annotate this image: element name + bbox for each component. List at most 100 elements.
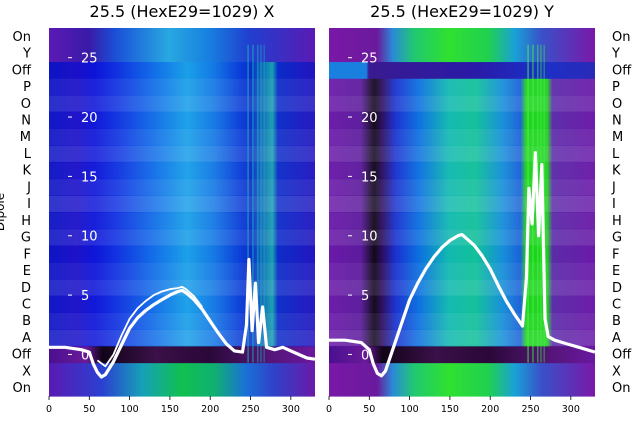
row-label-left: D: [21, 281, 31, 296]
row-label-left: L: [24, 147, 32, 162]
row-label-left: A: [22, 331, 31, 346]
row-label-left: H: [21, 214, 31, 229]
y-axis-label: Dipole: [0, 193, 7, 231]
heatmap-streak: [247, 44, 249, 363]
heatmap-streak: [256, 44, 259, 363]
heatmap-streak: [260, 44, 262, 363]
row-label-right: M: [612, 130, 623, 145]
overlay-tick-label: 15: [361, 170, 378, 185]
row-label-left: Y: [22, 47, 31, 62]
row-label-right: E: [612, 264, 620, 279]
heatmap-streak: [263, 44, 266, 363]
row-label-right: G: [612, 231, 622, 246]
heatmap-row-h-10: [49, 212, 315, 230]
heatmap-row-on-0: [329, 379, 595, 397]
row-label-right: O: [612, 97, 622, 112]
x-tick-label: 100: [401, 404, 419, 415]
row-label-right: L: [612, 147, 620, 162]
heatmap-row-h-10: [329, 212, 595, 230]
overlay-tick-label: 5: [361, 289, 369, 304]
chart-title-1: 25.5 (HexE29=1029) X: [90, 2, 275, 21]
row-label-left: B: [22, 314, 31, 329]
row-label-right: Off: [612, 63, 632, 78]
heatmap-row-a-3: [49, 329, 315, 347]
row-label-right: P: [612, 80, 620, 95]
row-label-right: H: [612, 214, 622, 229]
row-label-left: M: [20, 130, 31, 145]
row-label-right: F: [612, 247, 619, 262]
chart-title-2: 25.5 (HexE29=1029) Y: [370, 2, 554, 21]
heatmap-row-on-21: [49, 28, 315, 46]
x-tick-label: 300: [282, 404, 300, 415]
heatmap-row-l-14: [49, 145, 315, 163]
overlay-line-1: [49, 257, 316, 379]
heatmap-panel-2: 0 5 10 15 20 25: [329, 28, 596, 397]
row-label-left: I: [27, 197, 31, 212]
row-label-left: O: [21, 97, 31, 112]
heatmap-row-p-18: [49, 78, 315, 96]
row-label-left: E: [23, 264, 31, 279]
heatmap-row-l-14: [329, 145, 595, 163]
overlay-tick-label: 5: [81, 289, 89, 304]
row-label-left: J: [26, 180, 31, 195]
heatmap-row-a-3: [329, 329, 595, 347]
x-tick-label: 250: [521, 404, 539, 415]
heatmap-row-e-7: [329, 262, 595, 280]
heatmap-row-i-11: [49, 195, 315, 213]
overlay-tick-label: 25: [361, 52, 378, 67]
heatmap-row-b-4: [329, 312, 595, 330]
overlay-tick-label: 15: [81, 170, 98, 185]
row-label-right: Y: [611, 47, 620, 62]
row-label-right: K: [612, 164, 621, 179]
overlay-tick-label: 25: [81, 52, 98, 67]
row-label-right: B: [612, 314, 621, 329]
row-label-left: On: [13, 30, 31, 45]
x-tick-label: 200: [201, 404, 219, 415]
x-tick-label: 50: [83, 404, 95, 415]
overlay-tick-label: 0: [361, 348, 369, 363]
heatmap-streak: [543, 44, 546, 363]
row-label-right: A: [612, 331, 621, 346]
x-tick-label: 0: [326, 404, 332, 415]
row-label-right: On: [612, 30, 630, 45]
row-label-left: G: [21, 231, 31, 246]
heatmap-row-o-17: [329, 94, 595, 113]
heatmap-row-e-7: [49, 262, 315, 280]
row-label-left: K: [22, 164, 31, 179]
overlay-tick-label: 20: [361, 111, 378, 126]
heatmap-row-o-17: [49, 94, 315, 113]
heatmap-row-x-1: [49, 362, 315, 380]
overlay-line-2: [96, 285, 203, 368]
overlay-tick-label: 20: [81, 111, 98, 126]
row-label-right: C: [612, 298, 621, 313]
heatmap-row-on-21: [329, 28, 595, 46]
x-tick-label: 100: [121, 404, 139, 415]
x-tick-label: 300: [562, 404, 580, 415]
heatmap-row-f-8: [329, 245, 595, 263]
row-label-left: Off: [12, 348, 32, 363]
row-label-right: I: [612, 197, 616, 212]
x-tick-label: 200: [481, 404, 499, 415]
heatmap-streak: [252, 44, 254, 363]
heatmap-row-m-15: [49, 128, 315, 146]
heatmap-row-b-4: [49, 312, 315, 330]
row-label-right: On: [612, 381, 630, 396]
heatmap-panel-1: 0 5 10 15 20 25: [49, 28, 316, 397]
x-tick-label: 150: [161, 404, 179, 415]
heatmap-row-m-15: [329, 128, 595, 146]
overlay-tick-label: 10: [361, 230, 378, 245]
row-label-right: J: [611, 180, 616, 195]
row-label-left: X: [22, 364, 31, 379]
heatmap-row-x-1: [329, 362, 595, 380]
row-label-right: X: [612, 364, 621, 379]
row-label-right: Off: [612, 348, 632, 363]
row-label-left: F: [24, 247, 31, 262]
heatmap-row-f-8: [49, 245, 315, 263]
heatmap-row-p-18: [329, 78, 595, 96]
overlay-tick-label: 10: [81, 230, 98, 245]
x-tick-label: 250: [241, 404, 259, 415]
overlay-line-1: [329, 151, 596, 378]
heatmap-row-on-0: [49, 379, 315, 397]
x-tick-label: 150: [441, 404, 459, 415]
